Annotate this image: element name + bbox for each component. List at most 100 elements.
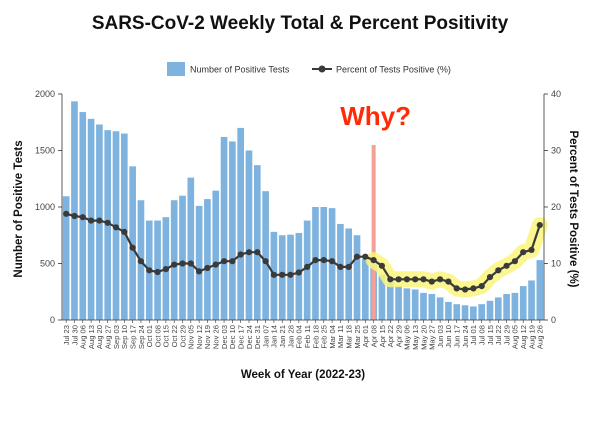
x-tick-label: Jun 03 [436, 325, 445, 348]
x-tick-label: Aug 05 [511, 325, 520, 349]
x-tick-label: Aug 06 [79, 325, 88, 349]
positivity-point [262, 258, 269, 265]
x-tick-label: Dec 31 [253, 325, 262, 349]
bar [129, 166, 136, 320]
positivity-point [146, 267, 153, 274]
bar [303, 220, 311, 320]
x-tick-label: Sep 03 [112, 325, 121, 349]
left-tick-label: 0 [50, 315, 55, 325]
x-tick-label: Jan 28 [286, 325, 295, 348]
x-tick-label: Jun 10 [444, 325, 453, 348]
legend: Number of Positive Tests Percent of Test… [167, 62, 451, 76]
x-tick-label: Mar 11 [336, 325, 345, 348]
bar [436, 297, 444, 320]
bar [337, 223, 344, 320]
positivity-point [162, 266, 169, 273]
bar [511, 292, 519, 320]
x-tick-label: Jul 01 [469, 325, 478, 345]
bar [245, 150, 253, 320]
positivity-point [312, 257, 319, 264]
x-tick-label: Mar 04 [328, 325, 337, 349]
bar [494, 297, 502, 320]
x-tick-label: Feb 04 [295, 325, 304, 349]
x-tick-label: Jan 07 [261, 325, 270, 348]
x-tick-label: Oct 22 [170, 325, 179, 347]
bar [420, 292, 427, 320]
positivity-point [221, 258, 228, 265]
x-tick-label: Aug 12 [519, 325, 528, 349]
positivity-point [279, 271, 286, 278]
left-axis-title: Number of Positive Tests [13, 140, 25, 277]
x-tick-label: Jan 21 [278, 325, 287, 348]
x-tick-label: Aug 27 [104, 325, 113, 349]
legend-bar-swatch [167, 62, 185, 76]
bar [237, 127, 244, 321]
x-tick-label: Sep 10 [120, 325, 129, 349]
positivity-point [437, 276, 444, 283]
positivity-point [63, 210, 70, 217]
positivity-point [370, 257, 377, 264]
x-tick-label: Dec 03 [220, 325, 229, 349]
bar [345, 228, 353, 320]
positivity-point [129, 244, 136, 251]
positivity-point [137, 258, 144, 265]
bar [378, 274, 386, 320]
bar [461, 305, 469, 320]
positivity-point [88, 217, 95, 224]
positivity-point [420, 276, 427, 283]
positivity-point [304, 263, 311, 270]
right-tick-label: 20 [551, 202, 561, 212]
x-tick-label: Oct 29 [178, 325, 187, 347]
left-axis-ticks: 0 500 1000 1500 2000 [35, 89, 62, 325]
positivity-point [528, 246, 535, 253]
legend-line-label: Percent of Tests Positive (%) [336, 65, 451, 75]
annotation-text: Why? [340, 101, 411, 131]
positivity-point [395, 276, 402, 283]
x-tick-label: Sep 24 [137, 325, 146, 349]
right-tick-label: 0 [551, 315, 556, 325]
x-tick-label: May 13 [411, 325, 420, 350]
x-tick-label: Nov 05 [187, 325, 196, 349]
x-tick-label: Nov 19 [203, 325, 212, 349]
bar [179, 195, 186, 320]
right-axis-title: Percent of Tests Positive (%) [567, 131, 579, 288]
right-tick-label: 30 [551, 146, 561, 156]
bar [204, 199, 211, 320]
positivity-point [121, 228, 128, 235]
right-tick-label: 10 [551, 259, 561, 269]
bar [453, 304, 461, 320]
positivity-point [536, 222, 543, 229]
x-tick-label: Apr 29 [394, 325, 403, 347]
positivity-point [237, 251, 244, 258]
x-tick-label: Nov 12 [195, 325, 204, 349]
positivity-point [295, 269, 302, 276]
bar [195, 205, 203, 320]
x-tick-label: Nov 26 [212, 325, 221, 349]
bar [229, 141, 236, 320]
bar [519, 286, 527, 320]
positivity-point [403, 276, 410, 283]
positivity-point [412, 276, 419, 283]
x-tick-label: May 06 [403, 325, 412, 350]
bar [262, 191, 269, 320]
bar [386, 281, 394, 320]
positivity-point [445, 278, 452, 285]
bar [62, 196, 70, 320]
x-tick-label: May 27 [428, 325, 437, 350]
positivity-point [187, 260, 194, 267]
positivity-point [229, 258, 236, 265]
bar [353, 235, 361, 320]
x-tick-label: Apr 22 [386, 325, 395, 347]
x-tick-label: Mar 18 [345, 325, 354, 349]
x-tick-label: Feb 25 [320, 325, 329, 349]
left-tick-label: 500 [40, 259, 55, 269]
positivity-point [470, 285, 477, 292]
x-tick-label: May 20 [419, 325, 428, 350]
bar [478, 304, 485, 320]
positivity-point [171, 261, 178, 268]
bar [295, 232, 303, 320]
x-tick-label: Aug 19 [527, 325, 536, 349]
x-tick-label: Oct 01 [145, 325, 154, 347]
positivity-point [287, 271, 294, 278]
x-axis-title: Week of Year (2022-23) [241, 369, 365, 381]
